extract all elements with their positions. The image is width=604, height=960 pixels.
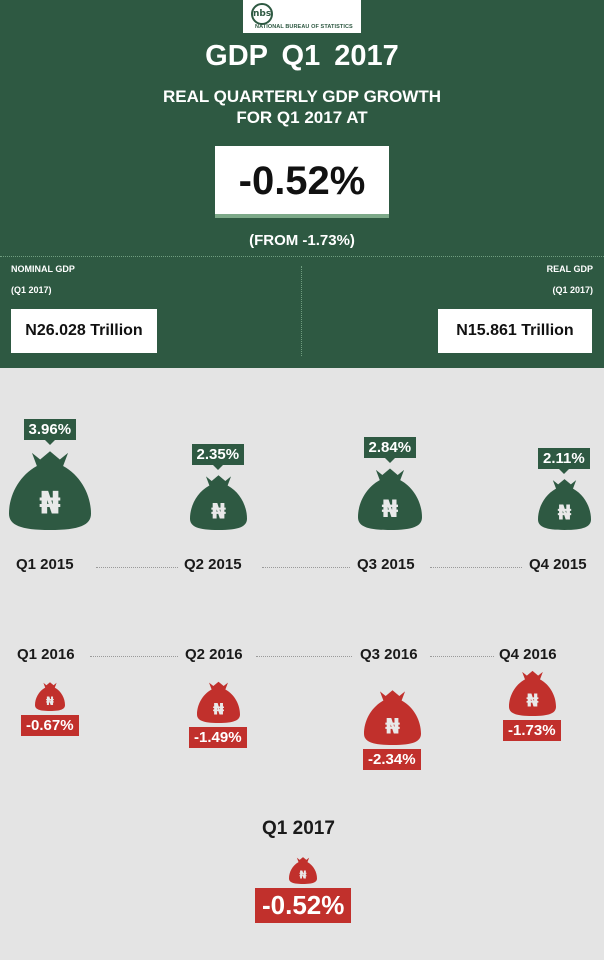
value-label: 2.84% <box>363 437 417 463</box>
real-gdp-label: REAL GDP <box>546 264 593 274</box>
value-label: -2.34% <box>363 749 421 770</box>
value-label: 2.35% <box>191 444 245 470</box>
quarter-label: Q3 2016 <box>360 646 418 663</box>
bag-mark <box>358 468 422 530</box>
money-bag-icon: ₦ <box>508 670 556 716</box>
row-connector <box>90 656 178 657</box>
money-bag-icon: ₦ <box>9 451 91 530</box>
naira-sign-icon: ₦ <box>46 694 54 708</box>
quarter-label: Q3 2015 <box>357 556 415 573</box>
naira-sign-icon: ₦ <box>557 500 571 524</box>
row-connector <box>430 656 494 657</box>
naira-sign-icon: ₦ <box>39 486 61 522</box>
nbs-logo: nbs NATIONAL BUREAU OF STATISTICS <box>243 0 361 33</box>
nominal-gdp-label: NOMINAL GDP <box>11 264 75 274</box>
quarter-label: Q1 2015 <box>16 556 74 573</box>
quarter-label: Q4 2015 <box>529 556 587 573</box>
subtitle-line-1: REAL QUARTERLY GDP GROWTH <box>162 87 441 106</box>
page-title: GDP Q1 2017 <box>205 40 399 72</box>
bag-mark <box>363 690 421 745</box>
nbs-logo-mark: nbs <box>251 3 273 25</box>
bag-mark <box>9 451 91 530</box>
nominal-gdp-value: N26.028 Trillion <box>11 309 157 353</box>
naira-sign-icon: ₦ <box>384 715 399 740</box>
money-bag-icon: ₦ <box>289 857 317 884</box>
row-connector <box>256 656 352 657</box>
value-label: 3.96% <box>23 419 77 445</box>
value-label: 2.11% <box>538 448 590 474</box>
real-gdp-value: N15.861 Trillion <box>438 309 592 353</box>
bag-mark <box>35 682 65 711</box>
money-bag-icon: ₦ <box>189 475 247 530</box>
row-connector <box>96 567 178 568</box>
previous-growth-text: (FROM -1.73%) <box>249 232 355 249</box>
bag-mark <box>189 475 247 530</box>
value-label: -0.67% <box>21 715 79 736</box>
money-bag-icon: ₦ <box>358 468 422 530</box>
nbs-logo-text: NATIONAL BUREAU OF STATISTICS <box>255 24 353 30</box>
value-label: -1.49% <box>189 727 247 748</box>
header-panel: nbs NATIONAL BUREAU OF STATISTICS GDP Q1… <box>0 0 604 368</box>
bag-mark <box>196 681 240 723</box>
naira-sign-icon: ₦ <box>299 868 307 881</box>
headline-growth-value: -0.52% <box>215 146 389 218</box>
quarter-label: Q1 2016 <box>17 646 75 663</box>
row-connector <box>262 567 350 568</box>
value-label: -1.73% <box>503 720 561 741</box>
nominal-gdp-period: (Q1 2017) <box>11 285 52 295</box>
bag-mark <box>537 479 591 530</box>
vertical-divider <box>301 266 302 356</box>
value-label: -0.52% <box>255 888 352 923</box>
quarter-label: Q4 2016 <box>499 646 557 663</box>
real-gdp-period: (Q1 2017) <box>552 285 593 295</box>
quarter-label: Q2 2015 <box>184 556 242 573</box>
naira-sign-icon: ₦ <box>526 691 539 712</box>
horizontal-divider <box>0 256 604 257</box>
naira-sign-icon: ₦ <box>382 494 399 523</box>
bag-mark <box>289 857 317 884</box>
money-bag-icon: ₦ <box>537 479 591 530</box>
money-bag-icon: ₦ <box>363 690 421 745</box>
naira-sign-icon: ₦ <box>210 500 225 525</box>
quarter-label: Q1 2017 <box>262 818 335 839</box>
row-connector <box>430 567 522 568</box>
bag-mark <box>508 670 556 716</box>
quarter-label: Q2 2016 <box>185 646 243 663</box>
money-bag-icon: ₦ <box>35 682 65 711</box>
naira-sign-icon: ₦ <box>212 699 224 718</box>
subtitle-line-2: FOR Q1 2017 AT <box>236 108 368 127</box>
money-bag-icon: ₦ <box>196 681 240 723</box>
